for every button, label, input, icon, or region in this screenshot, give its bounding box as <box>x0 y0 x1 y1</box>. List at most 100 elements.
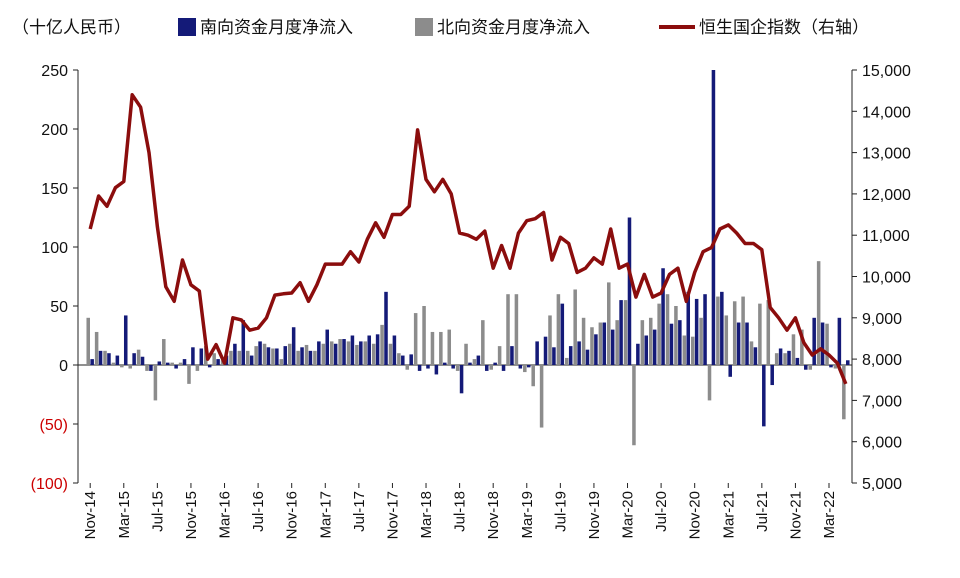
southbound-bar <box>392 335 397 365</box>
northbound-bar <box>514 294 519 365</box>
northbound-bar <box>371 343 376 365</box>
northbound-bar <box>296 350 300 365</box>
southbound-bar <box>140 356 145 365</box>
northbound-bar <box>615 320 619 365</box>
southbound-bar <box>795 357 800 365</box>
right-tick-label: 5,000 <box>862 476 902 493</box>
northbound-bar <box>791 334 796 365</box>
southbound-bar <box>686 291 691 365</box>
x-tick-label: Jul-17 <box>351 491 368 532</box>
southbound-bar <box>300 347 304 365</box>
right-tick-label: 13,000 <box>862 146 911 163</box>
southbound-bar <box>174 365 178 369</box>
northbound-bar <box>103 350 107 365</box>
northbound-bar <box>472 359 477 365</box>
northbound-bar <box>120 365 124 368</box>
southbound-bar <box>678 320 682 365</box>
northbound-bar <box>329 341 334 365</box>
left-tick-label: 250 <box>41 63 68 80</box>
northbound-bar <box>590 327 594 365</box>
southbound-bar <box>165 362 170 365</box>
southbound-bar <box>123 315 128 365</box>
southbound-bar <box>266 347 271 365</box>
southbound-bar <box>443 362 447 365</box>
right-tick-label: 6,000 <box>862 435 902 452</box>
southbound-bar <box>493 362 497 365</box>
southbound-bar <box>602 322 607 365</box>
northbound-bar <box>187 365 191 384</box>
northbound-bar <box>279 359 284 365</box>
northbound-bar <box>86 317 90 365</box>
x-tick-label: Mar-15 <box>116 491 133 539</box>
southbound-bar <box>661 268 665 365</box>
northbound-bar <box>287 343 292 365</box>
northbound-bar <box>229 350 233 365</box>
southbound-bar <box>577 341 581 365</box>
northbound-bar <box>413 313 418 365</box>
northbound-bar <box>245 350 250 365</box>
northbound-bar <box>623 300 628 365</box>
x-tick-label: Mar-20 <box>620 491 637 539</box>
hscei-line <box>88 93 848 385</box>
northbound-bar <box>94 331 99 365</box>
right-tick-label: 15,000 <box>862 63 911 80</box>
southbound-bar <box>812 317 816 365</box>
x-tick-label: Mar-16 <box>217 491 234 539</box>
northbound-bar <box>481 320 485 365</box>
right-tick-label: 14,000 <box>862 104 911 121</box>
southbound-bar <box>451 365 455 369</box>
northbound-bar <box>825 323 829 365</box>
x-tick-label: Mar-18 <box>418 491 435 539</box>
southbound-bar <box>560 303 565 365</box>
x-tick-label: Jul-18 <box>452 491 469 532</box>
northbound-bar <box>565 357 569 365</box>
southbound-bar <box>317 341 321 365</box>
southbound-bar <box>728 365 732 377</box>
northbound-bar <box>707 365 712 401</box>
southbound-bar <box>384 291 388 365</box>
southbound-bar <box>518 365 523 369</box>
southbound-bar <box>535 341 539 365</box>
northbound-bar <box>699 317 703 365</box>
southbound-bar <box>804 365 808 370</box>
northbound-bar <box>422 306 426 365</box>
northbound-bar <box>447 329 452 365</box>
legend-label-northbound: 北向资金月度净流入 <box>437 18 590 38</box>
x-tick-label: Jul-16 <box>250 491 267 532</box>
x-tick-label: Nov-15 <box>183 491 200 539</box>
x-tick-label: Nov-19 <box>586 491 603 539</box>
northbound-bar <box>439 331 443 365</box>
northbound-bar <box>254 346 258 365</box>
northbound-bar <box>430 331 435 365</box>
southbound-bar <box>459 365 464 394</box>
northbound-bar <box>816 261 821 365</box>
right-tick-label: 9,000 <box>862 311 902 328</box>
southbound-bar <box>216 359 220 365</box>
southbound-bar <box>233 343 237 365</box>
southbound-bars <box>90 70 850 427</box>
southbound-bar <box>283 346 288 365</box>
northbound-bar <box>262 343 267 365</box>
northbound-bar <box>833 365 838 369</box>
southbound-bar <box>350 335 355 365</box>
northbound-bar <box>556 294 561 365</box>
northbound-bar <box>741 296 745 365</box>
southbound-bar <box>526 365 531 368</box>
southbound-bar <box>652 329 657 365</box>
northbound-bar <box>640 320 645 365</box>
southbound-bar <box>115 355 120 365</box>
northbound-bar <box>749 341 754 365</box>
southbound-bar <box>594 334 598 365</box>
unit-label: （十亿人民币） <box>12 18 131 38</box>
x-tick-label: Mar-17 <box>317 491 334 539</box>
axes <box>77 70 853 483</box>
northbound-bar <box>732 301 737 365</box>
northbound-bar <box>338 339 342 365</box>
northbound-bar <box>716 296 720 365</box>
northbound-bar <box>531 365 535 387</box>
southbound-bar <box>837 317 842 365</box>
southbound-bar <box>669 323 674 365</box>
x-tick-label: Jul-20 <box>653 491 670 532</box>
northbound-bar <box>674 306 678 365</box>
southbound-bar <box>484 365 489 371</box>
